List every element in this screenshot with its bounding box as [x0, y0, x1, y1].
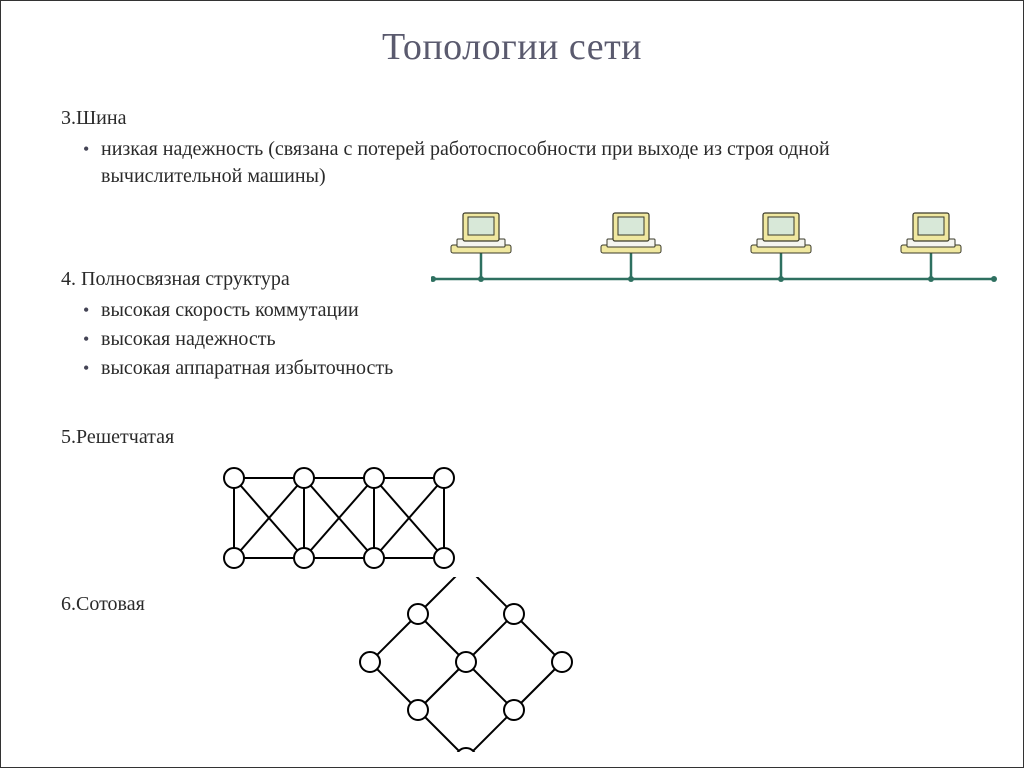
list-item: низкая надежность (связана с потерей раб… [83, 136, 963, 190]
section-bus-label: 3.Шина [61, 105, 963, 132]
list-item: высокая надежность [83, 326, 963, 353]
section-full-list: высокая скорость коммутации высокая наде… [61, 297, 963, 382]
section-mesh-label: 5.Решетчатая [61, 424, 963, 451]
cell-topology-diagram [351, 577, 586, 752]
bus-topology-diagram [431, 209, 1011, 299]
mesh-topology-diagram [219, 463, 464, 578]
list-item: высокая аппаратная избыточность [83, 355, 963, 382]
section-bus-list: низкая надежность (связана с потерей раб… [61, 136, 963, 190]
list-item: высокая скорость коммутации [83, 297, 963, 324]
slide-title: Топологии сети [61, 25, 963, 69]
